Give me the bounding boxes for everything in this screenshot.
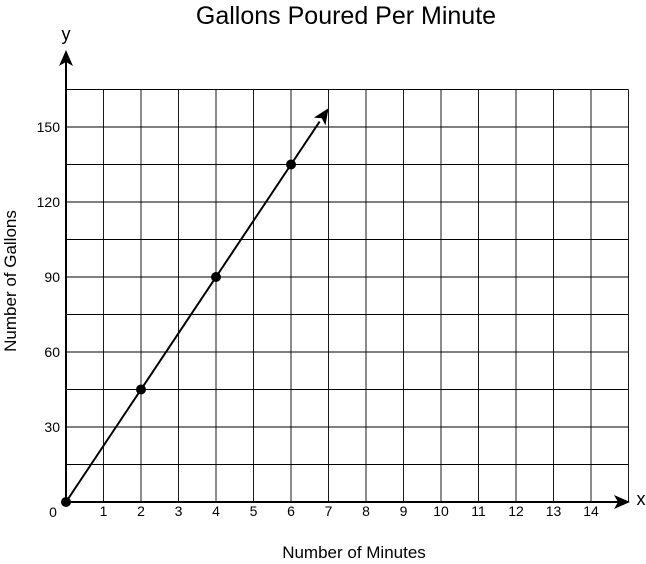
x-tick-label: 3 [175,503,183,519]
data-point [136,384,146,395]
x-axis-arrowhead [614,495,630,509]
series [61,108,329,507]
axes [59,50,630,509]
x-tick-label: 12 [508,503,524,519]
y-tick-label: 60 [44,344,60,360]
x-tick-label: 8 [362,503,370,519]
x-tick-label: 1 [100,503,108,519]
y-axis-letter: y [62,24,71,44]
y-tick-label: 150 [37,119,61,135]
chart-title: Gallons Poured Per Minute [196,2,496,30]
x-tick-label: 11 [471,503,486,519]
x-tick-label: 9 [400,503,408,519]
x-tick-label: 13 [546,503,562,519]
x-tick-label: 10 [433,503,449,519]
series-line [65,121,321,503]
y-axis-arrowhead [59,50,73,66]
x-tick-label: 6 [287,503,295,519]
x-tick-label: 4 [212,503,220,519]
series-arrowhead [313,108,329,126]
y-axis-label: Number of Gallons [1,210,20,352]
y-tick-label: 120 [37,194,61,210]
grid [66,89,629,502]
x-tick-label: 2 [137,503,145,519]
x-axis-label: Number of Minutes [282,543,426,562]
y-tick-label: 30 [44,419,60,435]
x-tick-label: 14 [583,503,599,519]
data-point [286,159,296,170]
origin-label: 0 [49,504,57,520]
x-tick-label: 5 [250,503,258,519]
data-point [211,272,221,282]
x-tick-label: 7 [325,503,333,519]
x-axis-letter: x [637,489,646,509]
y-tick-label: 90 [44,269,60,285]
data-point [61,497,71,507]
